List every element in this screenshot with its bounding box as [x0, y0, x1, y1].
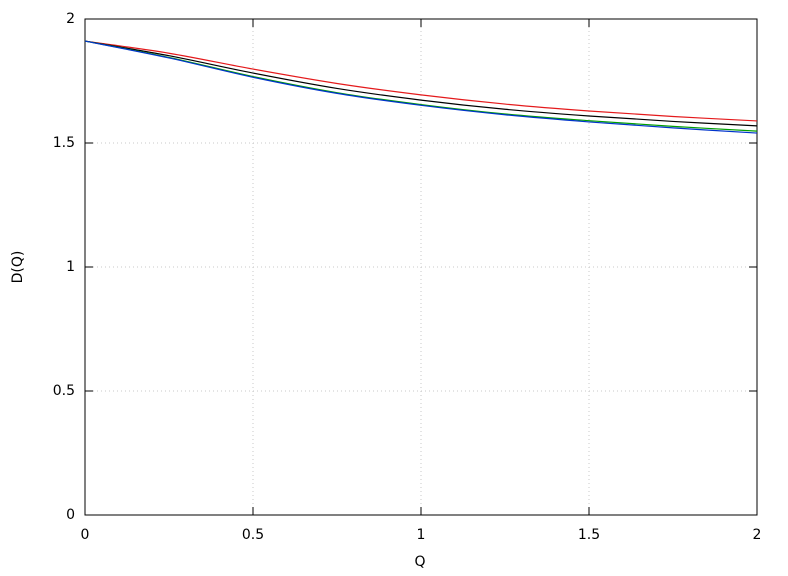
x-tick-label: 1: [417, 527, 426, 543]
data-line: [84, 40, 758, 122]
y-axis-label: D(Q): [10, 251, 26, 284]
x-tick-label: 1.5: [578, 527, 600, 543]
y-tick-label: 0.5: [53, 383, 75, 399]
y-tick-label: 1.5: [53, 135, 75, 151]
y-tick-label: 1: [66, 259, 75, 275]
data-line: [84, 40, 758, 127]
x-tick-label: 0.5: [242, 527, 264, 543]
x-tick-label: 2: [753, 527, 762, 543]
x-axis-label: Q: [414, 554, 425, 570]
y-tick-label: 2: [66, 11, 75, 27]
plot-frame: [84, 18, 758, 516]
data-line: [84, 40, 758, 132]
data-line: [84, 40, 758, 134]
x-tick-label: 0: [81, 527, 90, 543]
y-tick-label: 0: [66, 507, 75, 523]
